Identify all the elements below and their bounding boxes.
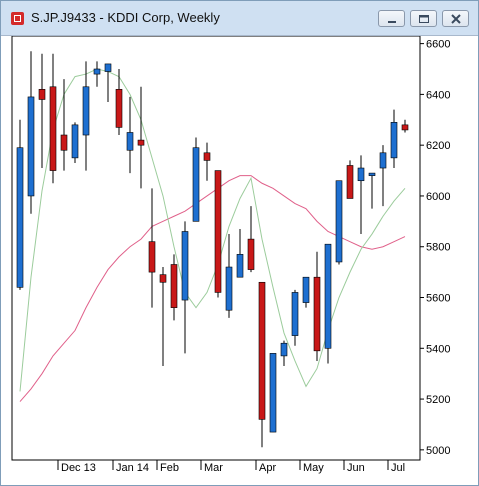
candle-up bbox=[291, 292, 299, 336]
candle-up bbox=[302, 276, 310, 303]
minimize-icon bbox=[388, 21, 396, 23]
title-bar[interactable]: S.JP.J9433 - KDDI Corp, Weekly bbox=[1, 1, 478, 36]
y-tick-label: 5400 bbox=[426, 343, 450, 355]
x-tick-label: Jun bbox=[347, 462, 365, 474]
y-tick-label: 5600 bbox=[426, 293, 450, 305]
candle-up bbox=[324, 243, 332, 349]
candle-down bbox=[346, 165, 354, 199]
short-moving-average-line bbox=[19, 68, 406, 392]
candle-up bbox=[93, 68, 101, 75]
y-tick-label: 6600 bbox=[426, 39, 450, 51]
candlestick-chart: 6600 6400 6200 6000 5800 5600 5400 5200 5000 Dec … bbox=[11, 36, 450, 474]
candle-down bbox=[148, 241, 156, 273]
candle-down bbox=[115, 89, 123, 128]
candle-up bbox=[225, 266, 233, 311]
x-tick-label: Feb bbox=[160, 462, 179, 474]
candle-down bbox=[137, 139, 145, 146]
candle-down bbox=[159, 274, 167, 283]
candle-up bbox=[269, 353, 277, 433]
candle-down bbox=[258, 281, 266, 420]
close-icon bbox=[451, 14, 461, 24]
x-tick-label: Dec 13 bbox=[61, 462, 96, 474]
y-tick-label: 6000 bbox=[426, 191, 450, 203]
y-tick-label: 5000 bbox=[426, 445, 450, 457]
candle-up bbox=[379, 152, 387, 169]
minimize-button[interactable] bbox=[378, 10, 405, 27]
candle-down bbox=[247, 238, 255, 270]
candle-up bbox=[192, 147, 200, 222]
y-tick-label: 5800 bbox=[426, 242, 450, 254]
candle-up bbox=[390, 122, 398, 159]
candle-up bbox=[335, 180, 343, 263]
y-tick-label: 6200 bbox=[426, 140, 450, 152]
plot-frame bbox=[11, 36, 421, 461]
x-tick-label: May bbox=[303, 462, 324, 474]
x-tick-label: Mar bbox=[204, 462, 223, 474]
candle-up bbox=[82, 86, 90, 136]
candle-down bbox=[214, 170, 222, 293]
close-button[interactable] bbox=[442, 10, 469, 27]
candle-down bbox=[401, 124, 409, 131]
candle-up bbox=[104, 63, 112, 72]
candle-up bbox=[27, 96, 35, 197]
y-tick-label: 5200 bbox=[426, 394, 450, 406]
candle-up bbox=[16, 147, 24, 288]
y-tick-label: 6400 bbox=[426, 89, 450, 101]
candle-up bbox=[71, 124, 79, 159]
candle-up bbox=[126, 132, 134, 151]
candle-down bbox=[49, 86, 57, 171]
chart-app-icon bbox=[11, 12, 24, 25]
x-tick-label: Apr bbox=[259, 462, 276, 474]
maximize-icon bbox=[419, 15, 429, 23]
x-tick-label: Jan 14 bbox=[116, 462, 149, 474]
candle-down bbox=[313, 276, 321, 352]
chart-area: 6600 6400 6200 6000 5800 5600 5400 5200 5000 Dec … bbox=[1, 36, 478, 485]
candle-up bbox=[357, 167, 365, 182]
candle-up bbox=[368, 172, 376, 176]
candle-down bbox=[38, 89, 46, 100]
candle-down bbox=[203, 152, 211, 161]
candle-up bbox=[236, 254, 244, 278]
maximize-button[interactable] bbox=[410, 10, 437, 27]
candle-up bbox=[280, 342, 288, 357]
candle-up bbox=[181, 231, 189, 301]
window-title: S.JP.J9433 - KDDI Corp, Weekly bbox=[31, 10, 220, 25]
x-tick-label: Jul bbox=[391, 462, 405, 474]
candle-down bbox=[170, 264, 178, 308]
candle-down bbox=[60, 134, 68, 151]
